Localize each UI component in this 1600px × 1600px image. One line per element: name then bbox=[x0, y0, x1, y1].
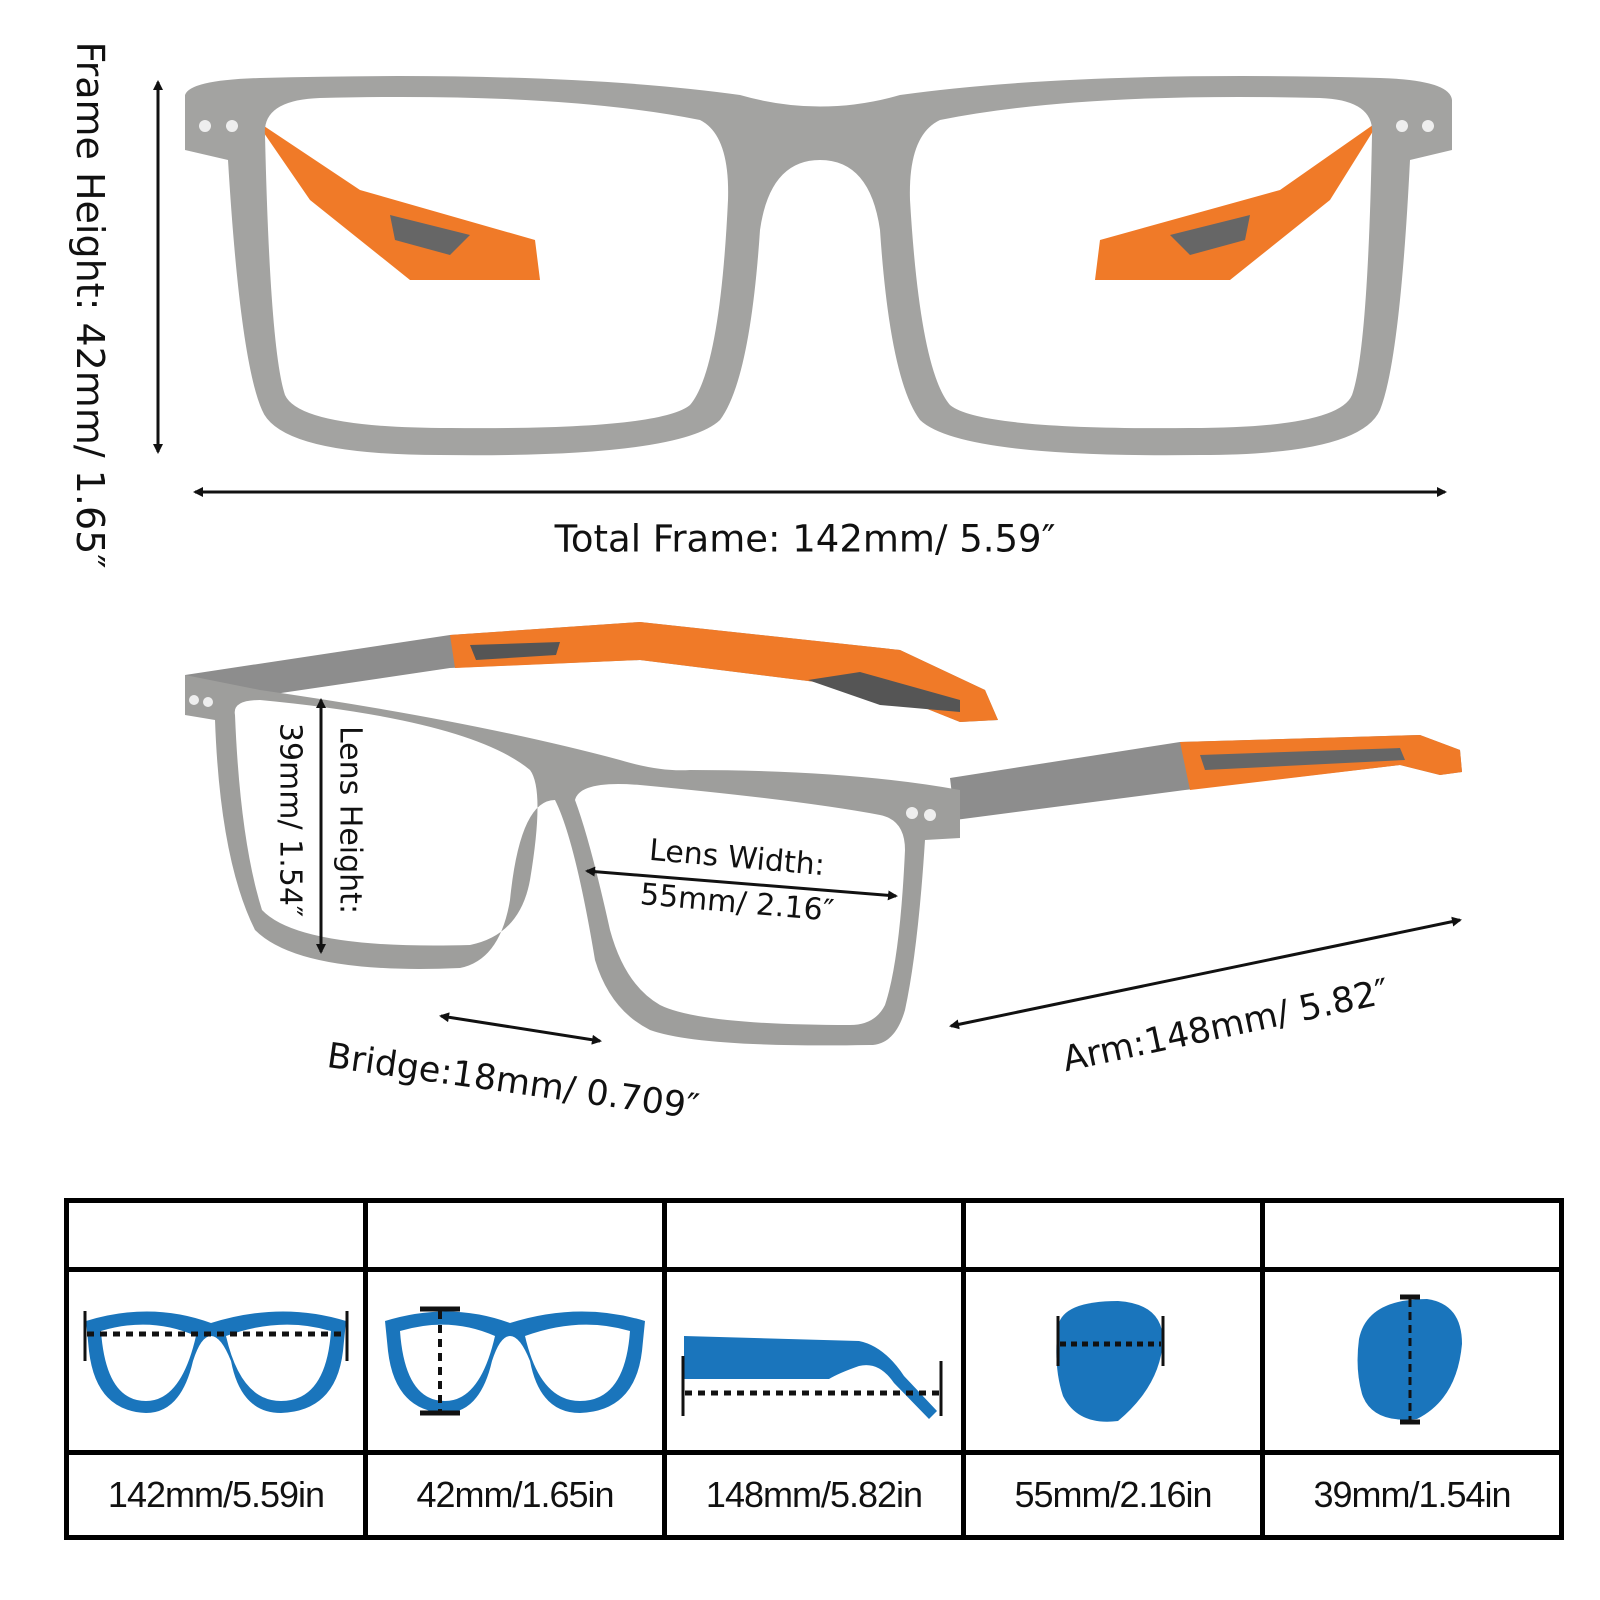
table-value-cell: 42mm/1.65in bbox=[363, 1450, 667, 1540]
frame-total-width-icon bbox=[64, 1267, 368, 1455]
lens-height-value: 39mm/ 1.54″ bbox=[272, 722, 308, 918]
arm-arrow bbox=[949, 916, 1462, 1030]
table-value-cell: 148mm/5.82in bbox=[662, 1450, 966, 1540]
arm-length-icon bbox=[662, 1267, 966, 1455]
front-view-glasses bbox=[185, 76, 1452, 456]
table-header-cell bbox=[662, 1198, 966, 1272]
lens-height-icon bbox=[1260, 1267, 1564, 1455]
table-header-row bbox=[64, 1198, 1564, 1272]
table-icon-row bbox=[64, 1267, 1564, 1455]
table-value-cell: 142mm/5.59in bbox=[64, 1450, 368, 1540]
table-header-cell bbox=[1260, 1198, 1564, 1272]
table-value-row: 142mm/5.59in 42mm/1.65in 148mm/5.82in 55… bbox=[64, 1450, 1564, 1540]
lens-height-title: Lens Height: bbox=[332, 725, 368, 915]
table-value-cell: 55mm/2.16in bbox=[961, 1450, 1265, 1540]
table-header-cell bbox=[961, 1198, 1265, 1272]
table-header-cell bbox=[363, 1198, 667, 1272]
side-view-glasses bbox=[185, 622, 1462, 1046]
table-value-cell: 39mm/1.54in bbox=[1260, 1450, 1564, 1540]
lens-width-arrow bbox=[585, 866, 898, 901]
frame-height-label: Frame Height: 42mm/ 1.65″ bbox=[68, 41, 112, 569]
table-header-cell bbox=[64, 1198, 368, 1272]
total-frame-label: Total Frame: 142mm/ 5.59″ bbox=[554, 517, 1056, 561]
frame-height-icon bbox=[363, 1267, 667, 1455]
bridge-arrow bbox=[439, 1012, 602, 1045]
lens-width-icon bbox=[961, 1267, 1265, 1455]
size-table: 142mm/5.59in 42mm/1.65in 148mm/5.82in 55… bbox=[64, 1198, 1564, 1540]
